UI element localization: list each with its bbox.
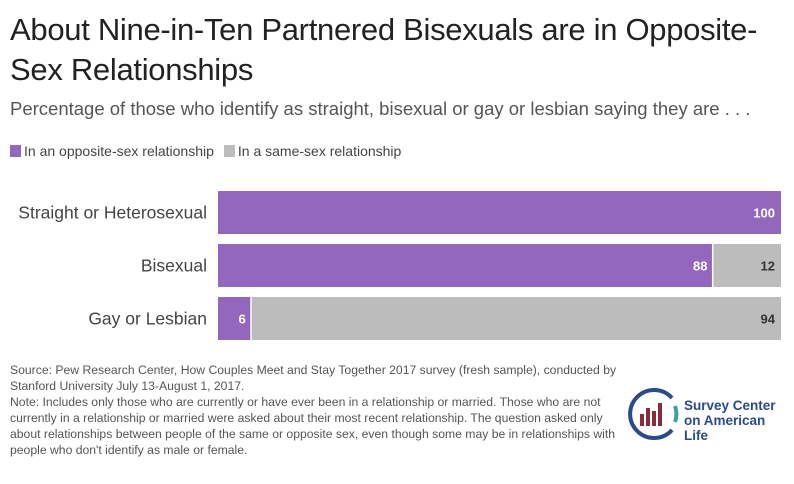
- legend-label-same: In a same-sex relationship: [237, 143, 402, 159]
- chart-title: About Nine-in-Ten Partnered Bisexuals ar…: [10, 12, 758, 87]
- bar-segment: [713, 244, 781, 287]
- source-text: Source: Pew Research Center, How Couples…: [10, 363, 617, 393]
- data-label: 94: [761, 312, 776, 327]
- notes: Source: Pew Research Center, How Couples…: [10, 362, 620, 458]
- category-label: Gay or Lesbian: [88, 309, 207, 329]
- survey-center-logo: Survey Center on American Life: [622, 386, 784, 443]
- legend-item-opposite: In an opposite-sex relationship: [10, 143, 214, 159]
- logo-line-1: Survey Center: [684, 398, 776, 413]
- legend-swatch-opposite: [10, 145, 21, 157]
- chart-subtitle: Percentage of those who identify as stra…: [10, 98, 751, 119]
- logo-line-2: on American Life: [684, 413, 766, 443]
- bar-segment: [218, 297, 251, 340]
- bar-segment: [218, 191, 781, 234]
- legend-swatch-same: [223, 145, 235, 157]
- legend: In an opposite-sex relationship In a sam…: [10, 143, 409, 159]
- bar-segment: [251, 297, 781, 340]
- data-label: 6: [239, 312, 246, 327]
- data-label: 12: [761, 259, 775, 274]
- note-text: Note: Includes only those who are curren…: [10, 395, 616, 457]
- bar-segment: [218, 244, 712, 287]
- data-label: 100: [753, 206, 775, 221]
- logo-text: Survey Center on American Life: [684, 398, 784, 443]
- category-label: Bisexual: [141, 256, 207, 276]
- bar-chart: Straight or Heterosexual 100 Bisexual 88 12 G…: [18, 191, 781, 340]
- legend-item-same: In a same-sex relationship: [223, 143, 402, 159]
- category-label: Straight or Heterosexual: [18, 203, 207, 223]
- bar-chart-circle-logo-icon: [628, 388, 679, 440]
- data-label: 88: [693, 259, 707, 274]
- legend-label-opposite: In an opposite-sex relationship: [24, 143, 214, 159]
